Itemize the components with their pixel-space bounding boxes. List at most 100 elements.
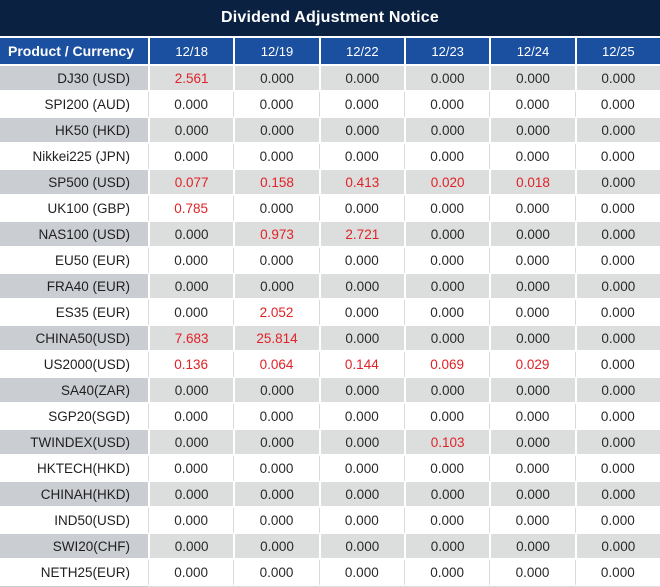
dividend-value: 0.000 [489, 456, 575, 482]
dividend-value: 0.000 [148, 248, 234, 274]
dividend-value: 0.000 [574, 300, 660, 326]
product-label: Nikkei225 (JPN) [0, 144, 148, 170]
dividend-value: 0.000 [148, 144, 234, 170]
header-date: 12/24 [489, 38, 575, 66]
table-row: ES35 (EUR) 0.000 2.052 0.000 0.000 0.000 0.000 [0, 300, 660, 326]
dividend-value: 0.000 [233, 456, 319, 482]
dividend-value: 0.000 [574, 144, 660, 170]
header-date: 12/18 [148, 38, 234, 66]
dividend-value: 0.000 [403, 326, 490, 352]
dividend-value: 0.000 [148, 92, 234, 118]
dividend-value: 0.000 [403, 560, 490, 586]
table-row: CHINA50(USD) 7.683 25.814 0.000 0.000 0.000 0.… [0, 326, 660, 352]
dividend-value: 0.000 [318, 560, 404, 586]
product-label: DJ30 (USD) [0, 66, 148, 92]
dividend-value: 0.000 [403, 118, 490, 144]
dividend-value: 0.000 [148, 456, 234, 482]
dividend-value: 0.077 [148, 170, 234, 196]
dividend-value: 0.000 [574, 534, 660, 560]
dividend-value: 0.000 [318, 248, 404, 274]
dividend-value: 0.000 [403, 66, 490, 92]
dividend-value: 0.000 [403, 508, 490, 534]
dividend-value: 0.000 [233, 534, 319, 560]
header-product-currency: Product / Currency [0, 38, 148, 66]
table-row: SA40(ZAR) 0.000 0.000 0.000 0.000 0.000 0.000 [0, 378, 660, 404]
dividend-value: 0.973 [233, 222, 319, 248]
dividend-value: 0.000 [403, 378, 490, 404]
dividend-value: 0.000 [233, 430, 319, 456]
dividend-value: 0.000 [489, 404, 575, 430]
dividend-value: 0.000 [318, 430, 404, 456]
table-body: DJ30 (USD) 2.561 0.000 0.000 0.000 0.000 0.000… [0, 66, 660, 586]
product-label: CHINA50(USD) [0, 326, 148, 352]
product-label: CHINAH(HKD) [0, 482, 148, 508]
dividend-value: 0.000 [489, 326, 575, 352]
dividend-value: 0.000 [403, 222, 490, 248]
table-row: SWI20(CHF) 0.000 0.000 0.000 0.000 0.000 0.000 [0, 534, 660, 560]
dividend-value: 0.000 [574, 456, 660, 482]
dividend-value: 0.000 [574, 326, 660, 352]
product-label: ES35 (EUR) [0, 300, 148, 326]
dividend-value: 2.052 [233, 300, 319, 326]
table-row: DJ30 (USD) 2.561 0.000 0.000 0.000 0.000 0.000 [0, 66, 660, 92]
dividend-value: 0.018 [489, 170, 575, 196]
dividend-value: 0.000 [489, 144, 575, 170]
dividend-value: 0.000 [233, 66, 319, 92]
dividend-value: 0.000 [489, 508, 575, 534]
dividend-value: 0.000 [489, 66, 575, 92]
dividend-value: 0.000 [403, 456, 490, 482]
table-row: NETH25(EUR) 0.000 0.000 0.000 0.000 0.000 0.00… [0, 560, 660, 586]
table-row: US2000(USD) 0.136 0.064 0.144 0.069 0.029 0.00… [0, 352, 660, 378]
dividend-value: 0.000 [233, 196, 319, 222]
dividend-value: 0.000 [233, 404, 319, 430]
page-title: Dividend Adjustment Notice [221, 9, 439, 26]
dividend-value: 0.000 [233, 482, 319, 508]
dividend-value: 0.069 [403, 352, 490, 378]
dividend-value: 0.000 [318, 456, 404, 482]
dividend-value: 0.000 [574, 404, 660, 430]
dividend-value: 0.020 [403, 170, 490, 196]
dividend-value: 0.000 [403, 144, 490, 170]
dividend-value: 0.000 [233, 248, 319, 274]
dividend-value: 0.000 [574, 222, 660, 248]
dividend-value: 0.000 [233, 508, 319, 534]
table-row: SP500 (USD) 0.077 0.158 0.413 0.020 0.018 0.00… [0, 170, 660, 196]
dividend-value: 0.000 [403, 196, 490, 222]
dividend-value: 0.000 [233, 144, 319, 170]
dividend-value: 0.000 [148, 378, 234, 404]
dividend-value: 0.000 [403, 92, 490, 118]
dividend-value: 0.000 [574, 482, 660, 508]
dividend-value: 0.000 [403, 274, 490, 300]
dividend-table: Product / Currency 12/18 12/19 12/22 12/… [0, 38, 660, 586]
dividend-value: 0.000 [489, 430, 575, 456]
product-label: NETH25(EUR) [0, 560, 148, 586]
dividend-value: 0.000 [233, 274, 319, 300]
dividend-value: 0.000 [318, 118, 404, 144]
product-label: EU50 (EUR) [0, 248, 148, 274]
table-row: FRA40 (EUR) 0.000 0.000 0.000 0.000 0.000 0.00… [0, 274, 660, 300]
table-row: Nikkei225 (JPN) 0.000 0.000 0.000 0.000 0.000… [0, 144, 660, 170]
dividend-value: 0.000 [489, 300, 575, 326]
dividend-value: 0.103 [403, 430, 490, 456]
dividend-value: 0.000 [318, 508, 404, 534]
dividend-value: 0.000 [318, 326, 404, 352]
dividend-value: 0.000 [489, 560, 575, 586]
product-label: IND50(USD) [0, 508, 148, 534]
dividend-value: 0.785 [148, 196, 234, 222]
dividend-value: 0.000 [148, 534, 234, 560]
dividend-value: 0.000 [318, 274, 404, 300]
table-row: SPI200 (AUD) 0.000 0.000 0.000 0.000 0.000 0.0… [0, 92, 660, 118]
dividend-value: 0.000 [148, 508, 234, 534]
product-label: SWI20(CHF) [0, 534, 148, 560]
dividend-value: 0.000 [489, 482, 575, 508]
dividend-value: 0.000 [403, 300, 490, 326]
dividend-value: 0.000 [318, 482, 404, 508]
product-label: NAS100 (USD) [0, 222, 148, 248]
dividend-value: 0.000 [574, 378, 660, 404]
dividend-value: 0.000 [318, 378, 404, 404]
dividend-value: 25.814 [233, 326, 319, 352]
dividend-value: 0.000 [403, 248, 490, 274]
dividend-value: 0.000 [489, 248, 575, 274]
dividend-value: 0.000 [489, 196, 575, 222]
product-label: HKTECH(HKD) [0, 456, 148, 482]
